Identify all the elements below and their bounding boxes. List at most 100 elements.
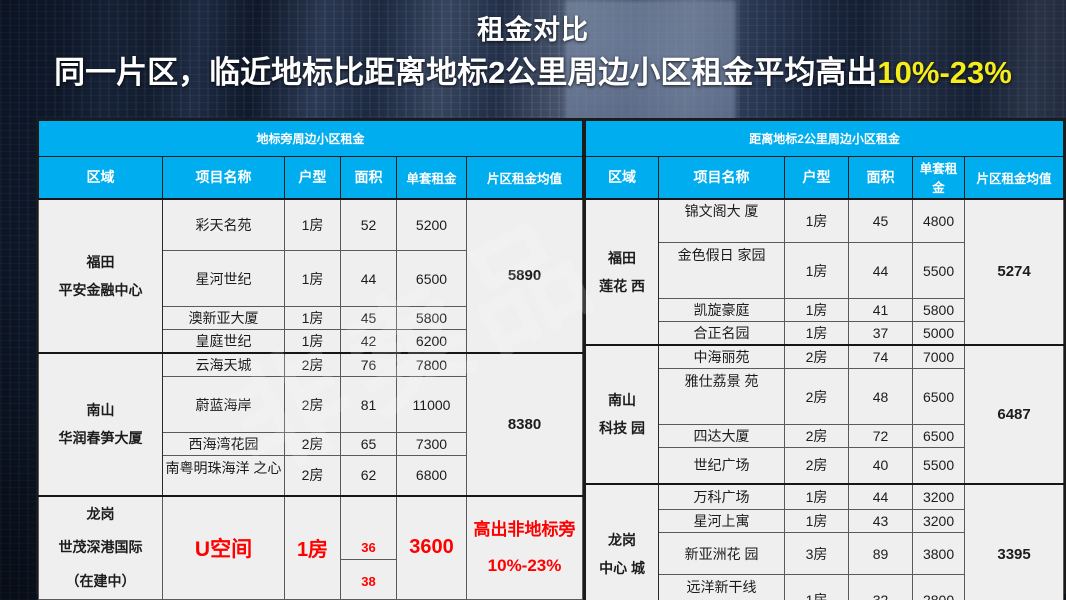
left-region-1-line1: 福田 <box>86 253 115 270</box>
table-row: 新亚洲花 园 3房 89 3800 <box>585 532 1064 575</box>
right-area-3-3: 89 <box>848 532 914 575</box>
left-type-2-4: 2房 <box>284 455 341 496</box>
page-title: 租金对比 <box>477 15 589 45</box>
right-col-project[interactable]: 项目名称 <box>658 156 786 199</box>
right-area-3-4: 32 <box>848 574 914 600</box>
right-project-3-4: 远洋新干线 <box>658 574 786 600</box>
right-area-1-4: 37 <box>848 321 914 346</box>
right-area-2-3: 72 <box>848 424 914 448</box>
left-col-project[interactable]: 项目名称 <box>162 156 285 199</box>
subtitle-highlight: 10%-23% <box>877 54 1012 90</box>
left-region-2: 南山 华润春笋大厦 <box>38 352 163 496</box>
table-row: 四达大厦 2房 72 6500 <box>585 424 1064 448</box>
right-type-3-1: 1房 <box>784 482 850 510</box>
right-project-2-3: 四达大厦 <box>658 424 786 448</box>
right-region-2: 南山 科技 园 <box>584 344 660 484</box>
table-row-highlight: 38 <box>39 558 583 600</box>
left-region-3: 龙岗 世茂深港国际 （在建中） <box>38 494 163 600</box>
left-area-1-2: 44 <box>340 250 397 307</box>
right-region-3-line1: 龙岗 <box>608 532 637 549</box>
right-rent-1-1: 4800 <box>912 197 966 243</box>
left-type-1-3: 1房 <box>284 306 341 330</box>
left-area-1-4: 42 <box>340 329 397 354</box>
left-region-2-line2: 华润春笋大厦 <box>58 430 143 447</box>
right-col-unit-rent[interactable]: 单套租金 <box>912 156 966 199</box>
left-avg-3-line2: 10%-23% <box>487 555 562 575</box>
right-type-3-3: 3房 <box>784 532 850 575</box>
right-type-3-4: 1房 <box>784 574 850 600</box>
left-project-1-1: 彩天名苑 <box>162 197 285 251</box>
table-row: 福田 莲花 西 锦文阁大 厦 1房 45 4800 5274 <box>584 197 1065 346</box>
left-area-1-1: 52 <box>340 197 397 251</box>
right-avg-2: 6487 <box>964 344 1065 484</box>
left-project-2-3: 西海湾花园 <box>162 432 285 456</box>
right-col-avg-rent[interactable]: 片区租金均值 <box>964 156 1065 199</box>
left-col-avg-rent[interactable]: 片区租金均值 <box>465 156 584 199</box>
left-rent-3: 3600 <box>396 494 467 600</box>
right-type-2-4: 2房 <box>784 447 850 484</box>
left-area-2-1: 76 <box>340 352 397 377</box>
right-region-1: 福田 莲花 西 <box>584 197 660 346</box>
left-avg-1: 5890 <box>465 197 584 354</box>
right-region-3: 龙岗 中心 城 <box>584 482 660 600</box>
left-project-3: U空间 <box>162 494 285 600</box>
left-area-2-4: 62 <box>340 455 397 496</box>
left-area-3-bottom: 38 <box>340 558 397 600</box>
right-avg-1: 5274 <box>964 197 1065 346</box>
right-rent-3-1: 3200 <box>912 482 966 510</box>
right-area-2-1: 74 <box>848 344 914 369</box>
right-column-header-row: 区域 项目名称 户型 面积 单套租金 片区租金均值 <box>584 156 1065 199</box>
left-col-unit-rent[interactable]: 单套租金 <box>396 156 467 199</box>
right-group-header: 距离地标2公里周边小区租金 <box>584 120 1065 157</box>
left-project-2-2: 蔚蓝海岸 <box>162 376 285 433</box>
left-rent-2-4: 6800 <box>396 455 467 496</box>
subtitle-text: 同一片区，临近地标比距离地标2公里周边小区租金平均高出 <box>54 54 878 90</box>
right-type-1-4: 1房 <box>784 321 850 346</box>
right-region-1-line1: 福田 <box>608 249 637 266</box>
table-row: 福田 平安金融中心 彩天名苑 1房 52 5200 5890 <box>38 197 584 354</box>
right-rent-3-2: 3200 <box>912 509 966 533</box>
left-avg-2: 8380 <box>465 352 584 496</box>
left-col-region[interactable]: 区域 <box>38 156 163 199</box>
two-km-away-rent-table: 距离地标2公里周边小区租金 区域 项目名称 户型 面积 单套租金 片区租金均值 … <box>583 120 1065 600</box>
table-row: 远洋新干线 1房 32 2800 <box>585 574 1064 600</box>
table-row: 龙岗 中心 城 万科广场 1房 44 3200 3395 <box>584 482 1065 600</box>
right-type-2-3: 2房 <box>784 424 850 448</box>
left-area-2-2: 81 <box>340 376 397 433</box>
right-rent-3-3: 3800 <box>912 532 966 575</box>
table-row: 西海湾花园 2房 65 7300 <box>39 432 583 456</box>
right-rent-1-4: 5000 <box>912 321 966 346</box>
left-project-2-4: 南粤明珠海洋 之心 <box>162 455 285 496</box>
right-area-1-2: 44 <box>848 242 914 299</box>
right-region-2-line2: 科技 园 <box>599 420 645 437</box>
left-col-area[interactable]: 面积 <box>340 156 397 199</box>
right-group-header-row: 距离地标2公里周边小区租金 <box>584 120 1065 157</box>
left-type-3: 1房 <box>284 494 341 600</box>
right-col-area[interactable]: 面积 <box>848 156 914 199</box>
right-project-1-4: 合正名园 <box>658 321 786 346</box>
left-area-3-top: 36 <box>340 494 397 560</box>
right-project-2-1: 中海丽苑 <box>658 344 786 369</box>
left-col-type[interactable]: 户型 <box>284 156 341 199</box>
table-row: 蔚蓝海岸 2房 81 11000 <box>39 376 583 433</box>
right-rent-2-1: 7000 <box>912 344 966 369</box>
left-type-1-1: 1房 <box>284 197 341 251</box>
left-region-1: 福田 平安金融中心 <box>38 197 163 354</box>
left-project-2-1: 云海天城 <box>162 352 285 377</box>
right-rent-1-2: 5500 <box>912 242 966 299</box>
left-rent-2-3: 7300 <box>396 432 467 456</box>
left-region-3-line1: 龙岗 <box>86 505 115 522</box>
right-project-2-4: 世纪广场 <box>658 447 786 484</box>
left-region-2-line1: 南山 <box>86 402 115 419</box>
right-area-2-2: 48 <box>848 368 914 425</box>
right-rent-2-2: 6500 <box>912 368 966 425</box>
comparison-tables: 地标旁周边小区租金 区域 项目名称 户型 面积 单套租金 片区租金均值 福田 平… <box>36 118 1066 600</box>
table-row: 合正名园 1房 37 5000 <box>585 321 1064 346</box>
right-col-region[interactable]: 区域 <box>584 156 660 199</box>
right-region-2-line1: 南山 <box>608 392 637 409</box>
right-type-1-3: 1房 <box>784 298 850 322</box>
right-col-type[interactable]: 户型 <box>784 156 850 199</box>
title-block: 租金对比 同一片区，临近地标比距离地标2公里周边小区租金平均高出10%-23% <box>0 14 1066 91</box>
left-project-1-3: 澳新亚大厦 <box>162 306 285 330</box>
table-row: 凯旋豪庭 1房 41 5800 <box>585 298 1064 322</box>
